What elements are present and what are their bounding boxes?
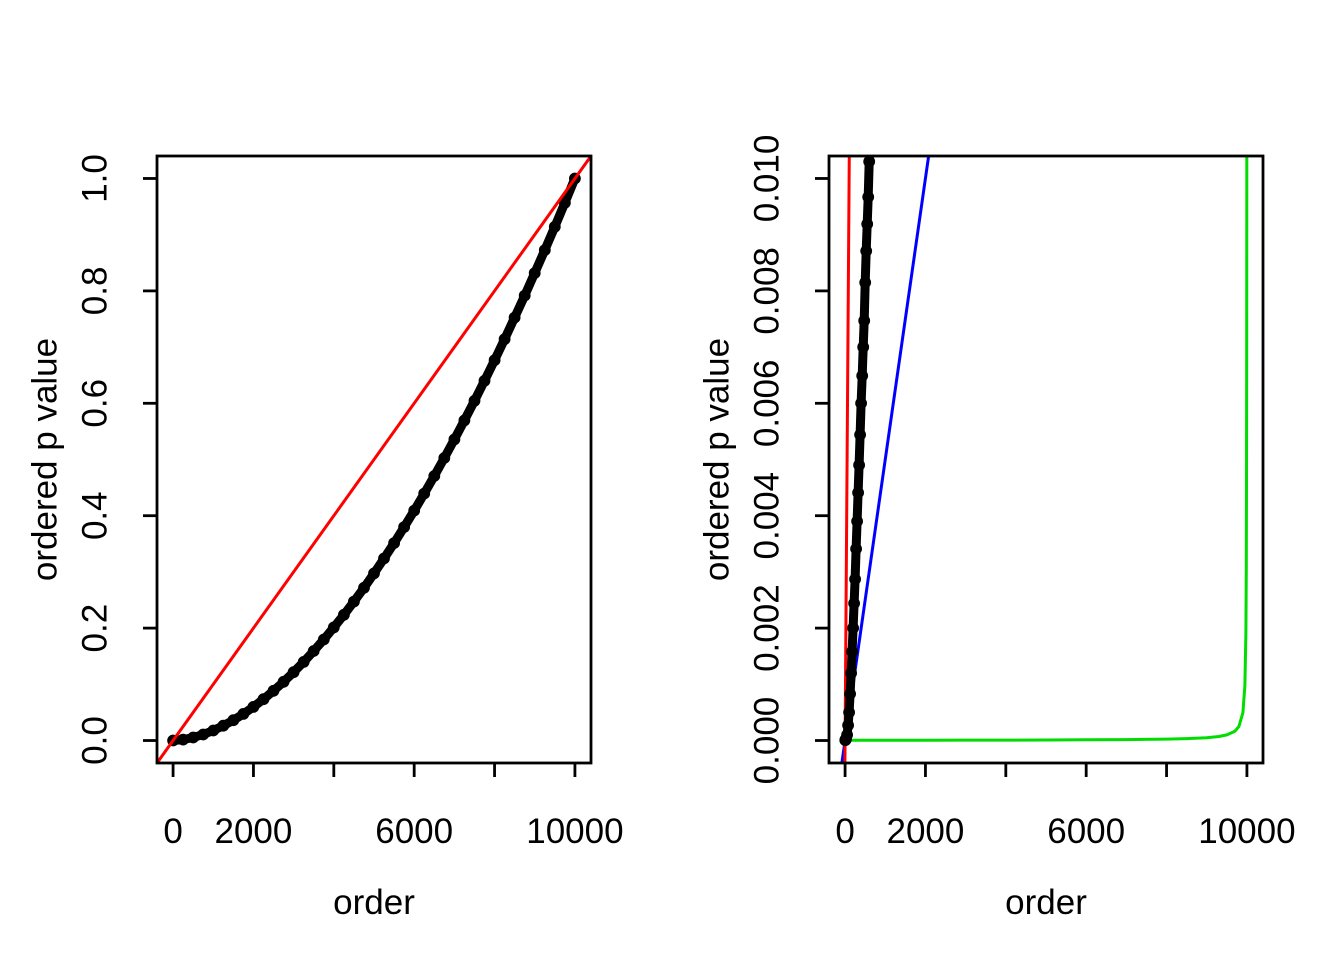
x-axis: 0 2000 6000 10000: [835, 763, 1296, 851]
series-holm-threshold-line: [845, 156, 1249, 742]
y-tick-label: 0.006: [748, 359, 787, 447]
point-marker: [438, 452, 451, 464]
y-tick-label: 0.008: [748, 247, 787, 335]
point-marker: [856, 369, 869, 382]
point-marker: [508, 311, 521, 324]
point-marker: [859, 276, 872, 289]
x-tick-label: 6000: [1047, 812, 1125, 851]
point-marker: [848, 597, 860, 610]
y-tick-label: 0.000: [748, 697, 787, 785]
point-marker: [197, 728, 210, 741]
point-marker: [488, 354, 501, 367]
y-tick-label: 0.002: [748, 584, 787, 672]
point-marker: [448, 433, 461, 446]
point-marker: [844, 688, 856, 700]
x-tick-label: 2000: [215, 812, 293, 851]
y-tick-label: 0.6: [76, 379, 115, 428]
point-marker: [538, 244, 551, 256]
point-marker: [307, 645, 320, 657]
point-marker: [237, 708, 250, 720]
point-marker: [548, 220, 561, 233]
y-tick-label: 0.0: [76, 716, 115, 765]
point-marker: [855, 397, 867, 410]
y-tick-label: 0.4: [76, 491, 115, 540]
y-axis: 0.000 0.002 0.004 0.006 0.008 0.010: [748, 135, 829, 785]
point-marker: [398, 521, 410, 533]
point-marker: [850, 543, 862, 555]
point-marker: [257, 693, 270, 706]
y-axis: 0.0 0.2 0.4 0.6 0.8 1.0: [76, 154, 157, 765]
point-marker: [478, 374, 491, 387]
series-diagonal-line-i-over-n: [157, 156, 591, 763]
y-tick-label: 0.010: [748, 135, 787, 223]
point-marker: [327, 621, 340, 634]
x-tick-label: 2000: [887, 812, 965, 851]
x-axis-title: order: [1005, 883, 1087, 922]
x-tick-label: 10000: [526, 812, 623, 851]
point-marker: [458, 414, 471, 427]
y-tick-label: 0.004: [748, 472, 787, 560]
point-marker: [408, 504, 421, 517]
point-marker: [287, 666, 300, 679]
point-marker: [358, 581, 370, 594]
point-marker: [860, 245, 873, 257]
point-marker: [418, 487, 431, 500]
y-axis-title: ordered p value: [698, 338, 737, 581]
point-marker: [846, 645, 858, 658]
y-axis-title: ordered p value: [26, 338, 65, 581]
point-marker: [337, 608, 350, 621]
point-marker: [247, 701, 260, 713]
y-tick-label: 0.8: [76, 267, 115, 316]
x-tick-label: 10000: [1198, 812, 1295, 851]
point-marker: [849, 573, 861, 586]
point-marker: [569, 172, 581, 185]
plot-frame: [155, 154, 593, 765]
plot-frame: [827, 154, 1265, 765]
point-marker: [843, 706, 855, 719]
point-marker: [378, 552, 390, 565]
point-marker: [559, 196, 571, 209]
point-marker: [227, 714, 240, 727]
x-axis: 0 2000 6000 10000: [163, 763, 624, 851]
point-marker: [498, 333, 511, 346]
right-plot: 0 2000 6000 100000.0000.0020.0040.0060.0080…: [698, 129, 1296, 922]
point-marker: [861, 218, 874, 230]
point-marker: [267, 684, 280, 697]
point-marker: [851, 515, 863, 528]
point-marker: [854, 428, 866, 441]
point-marker: [853, 459, 865, 471]
point-marker: [845, 667, 857, 679]
left-plot: 0 2000 6000 10000 0.0 0.2 0.4 0.6 0.8 1.0 order ord…: [26, 154, 624, 922]
series-bh-threshold-line: [840, 156, 931, 763]
point-marker: [217, 719, 230, 732]
point-marker: [187, 731, 200, 744]
point-marker: [317, 633, 330, 646]
point-marker: [297, 656, 310, 668]
point-marker: [847, 622, 859, 634]
point-marker: [842, 719, 854, 732]
x-axis-title: order: [333, 883, 415, 922]
point-marker: [862, 191, 875, 203]
point-marker: [428, 470, 441, 482]
point-marker: [207, 724, 220, 737]
point-marker: [852, 486, 864, 499]
x-tick-label: 0: [835, 812, 854, 851]
point-marker: [347, 595, 360, 608]
y-tick-label: 0.2: [76, 604, 115, 653]
y-tick-label: 1.0: [76, 154, 115, 203]
point-marker: [858, 314, 871, 327]
x-tick-label: 6000: [375, 812, 453, 851]
point-marker: [528, 267, 541, 279]
point-marker: [277, 675, 290, 688]
point-marker: [518, 289, 531, 302]
x-tick-label: 0: [163, 812, 182, 851]
point-marker: [388, 537, 400, 549]
point-marker: [857, 341, 870, 353]
point-marker: [468, 394, 481, 407]
point-marker: [368, 567, 380, 580]
point-marker: [866, 129, 875, 138]
